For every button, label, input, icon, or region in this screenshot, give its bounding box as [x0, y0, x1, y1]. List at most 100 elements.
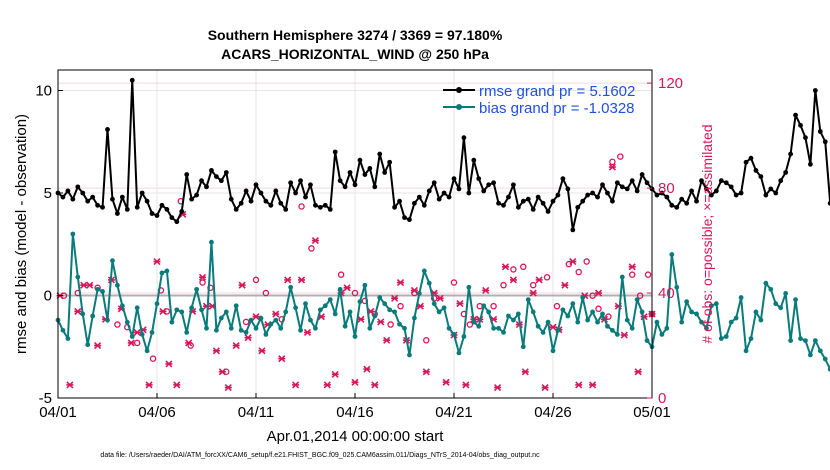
rmse-point [317, 204, 323, 210]
bias-point [704, 325, 709, 331]
rmse-point [382, 170, 388, 175]
rmse-point [283, 207, 289, 212]
rmse-point [164, 207, 170, 212]
bias-line [57, 233, 830, 371]
obs-assimilated-marker [456, 299, 464, 308]
legend-bias-label: bias grand pr = -1.0328 [479, 100, 635, 117]
obs-markers [56, 153, 656, 392]
rmse-point [139, 190, 145, 196]
bias-point [550, 348, 556, 354]
x-tick-label: 04/16 [336, 404, 374, 421]
bias-point [788, 338, 793, 343]
rmse-point [456, 186, 462, 192]
rmse-point [119, 194, 125, 200]
bias-point [159, 270, 165, 276]
rmse-point [486, 182, 492, 188]
bias-point [763, 280, 769, 286]
rmse-point [426, 188, 432, 194]
obs-assimilated-marker [535, 276, 543, 284]
rmse-point [501, 202, 506, 208]
obs-assimilated-marker [297, 276, 306, 284]
rmse-point [560, 176, 566, 182]
rmse-point [204, 184, 209, 190]
obs-assimilated-marker [396, 278, 405, 287]
obs-possible-marker [337, 271, 345, 278]
rmse-point [471, 157, 477, 163]
bias-point [298, 327, 303, 333]
rmse-point [298, 178, 303, 184]
bias-point [110, 258, 115, 264]
bias-point [585, 317, 591, 323]
obs-assimilated-marker [238, 281, 246, 289]
bias-point [530, 309, 536, 315]
legend: rmse grand pr = 5.1602 bias grand pr = -… [443, 83, 635, 117]
rmse-point [60, 194, 66, 200]
bias-point [466, 284, 472, 290]
bias-point [684, 299, 690, 305]
x-axis-label: Apr.01,2014 00:00:00 start [267, 428, 445, 445]
rmse-point [288, 180, 294, 186]
bias-point [699, 319, 704, 325]
rmse-point [718, 178, 724, 184]
rmse-point [525, 196, 531, 202]
rmse-point [144, 198, 150, 204]
obs-possible-marker [510, 266, 517, 273]
rmse-point [827, 200, 830, 206]
bias-point [357, 299, 363, 305]
rmse-point [614, 180, 620, 186]
obs-possible-marker [565, 260, 573, 268]
rmse-point [367, 166, 373, 171]
obs-possible-marker [262, 289, 270, 297]
bias-point [70, 231, 76, 237]
bias-point [426, 280, 432, 286]
bias-point [659, 332, 665, 337]
bias-point [362, 282, 368, 288]
rmse-point [352, 182, 358, 188]
obs-assimilated-marker [94, 341, 102, 350]
obs-possible-marker [397, 302, 404, 310]
rmse-point [199, 178, 204, 184]
obs-possible-marker [543, 274, 551, 281]
bias-point [451, 332, 457, 337]
bias-point [129, 334, 135, 339]
rmse-point [793, 112, 798, 118]
bias-point [337, 286, 343, 292]
rmse-point [313, 202, 318, 208]
rmse-point [446, 194, 452, 200]
rmse-point [605, 190, 610, 196]
bias-point [248, 317, 254, 323]
obs-assimilated-marker [436, 294, 444, 302]
rmse-point [342, 184, 348, 190]
obs-assimilated-marker [383, 336, 391, 344]
rmse-point [709, 192, 714, 198]
bias-point [174, 307, 180, 313]
bias-point [827, 366, 830, 372]
rmse-point [506, 194, 511, 200]
obs-possible-marker [199, 279, 206, 286]
rmse-point [723, 180, 729, 186]
bias-point [733, 315, 739, 321]
obs-assimilated-marker [561, 281, 569, 289]
rmse-point [545, 209, 551, 214]
y-tick-label: 0 [44, 288, 52, 305]
rmse-point [416, 194, 422, 200]
obs-possible-marker [252, 276, 260, 284]
obs-possible-marker [466, 321, 474, 328]
rmse-point [357, 157, 363, 163]
bias-point [456, 350, 462, 356]
obs-assimilated-marker [351, 378, 359, 386]
bias-point [723, 334, 729, 339]
bias-point [387, 307, 393, 313]
rmse-point [392, 204, 397, 210]
obs-assimilated-marker [278, 355, 286, 363]
rmse-point [184, 172, 190, 177]
rmse-point [674, 204, 680, 210]
bias-point [506, 313, 511, 319]
bias-point [327, 297, 333, 302]
bias-point [540, 330, 546, 335]
obs-assimilated-marker [541, 383, 549, 392]
rmse-point [629, 178, 635, 184]
obs-assimilated-marker [501, 263, 510, 271]
